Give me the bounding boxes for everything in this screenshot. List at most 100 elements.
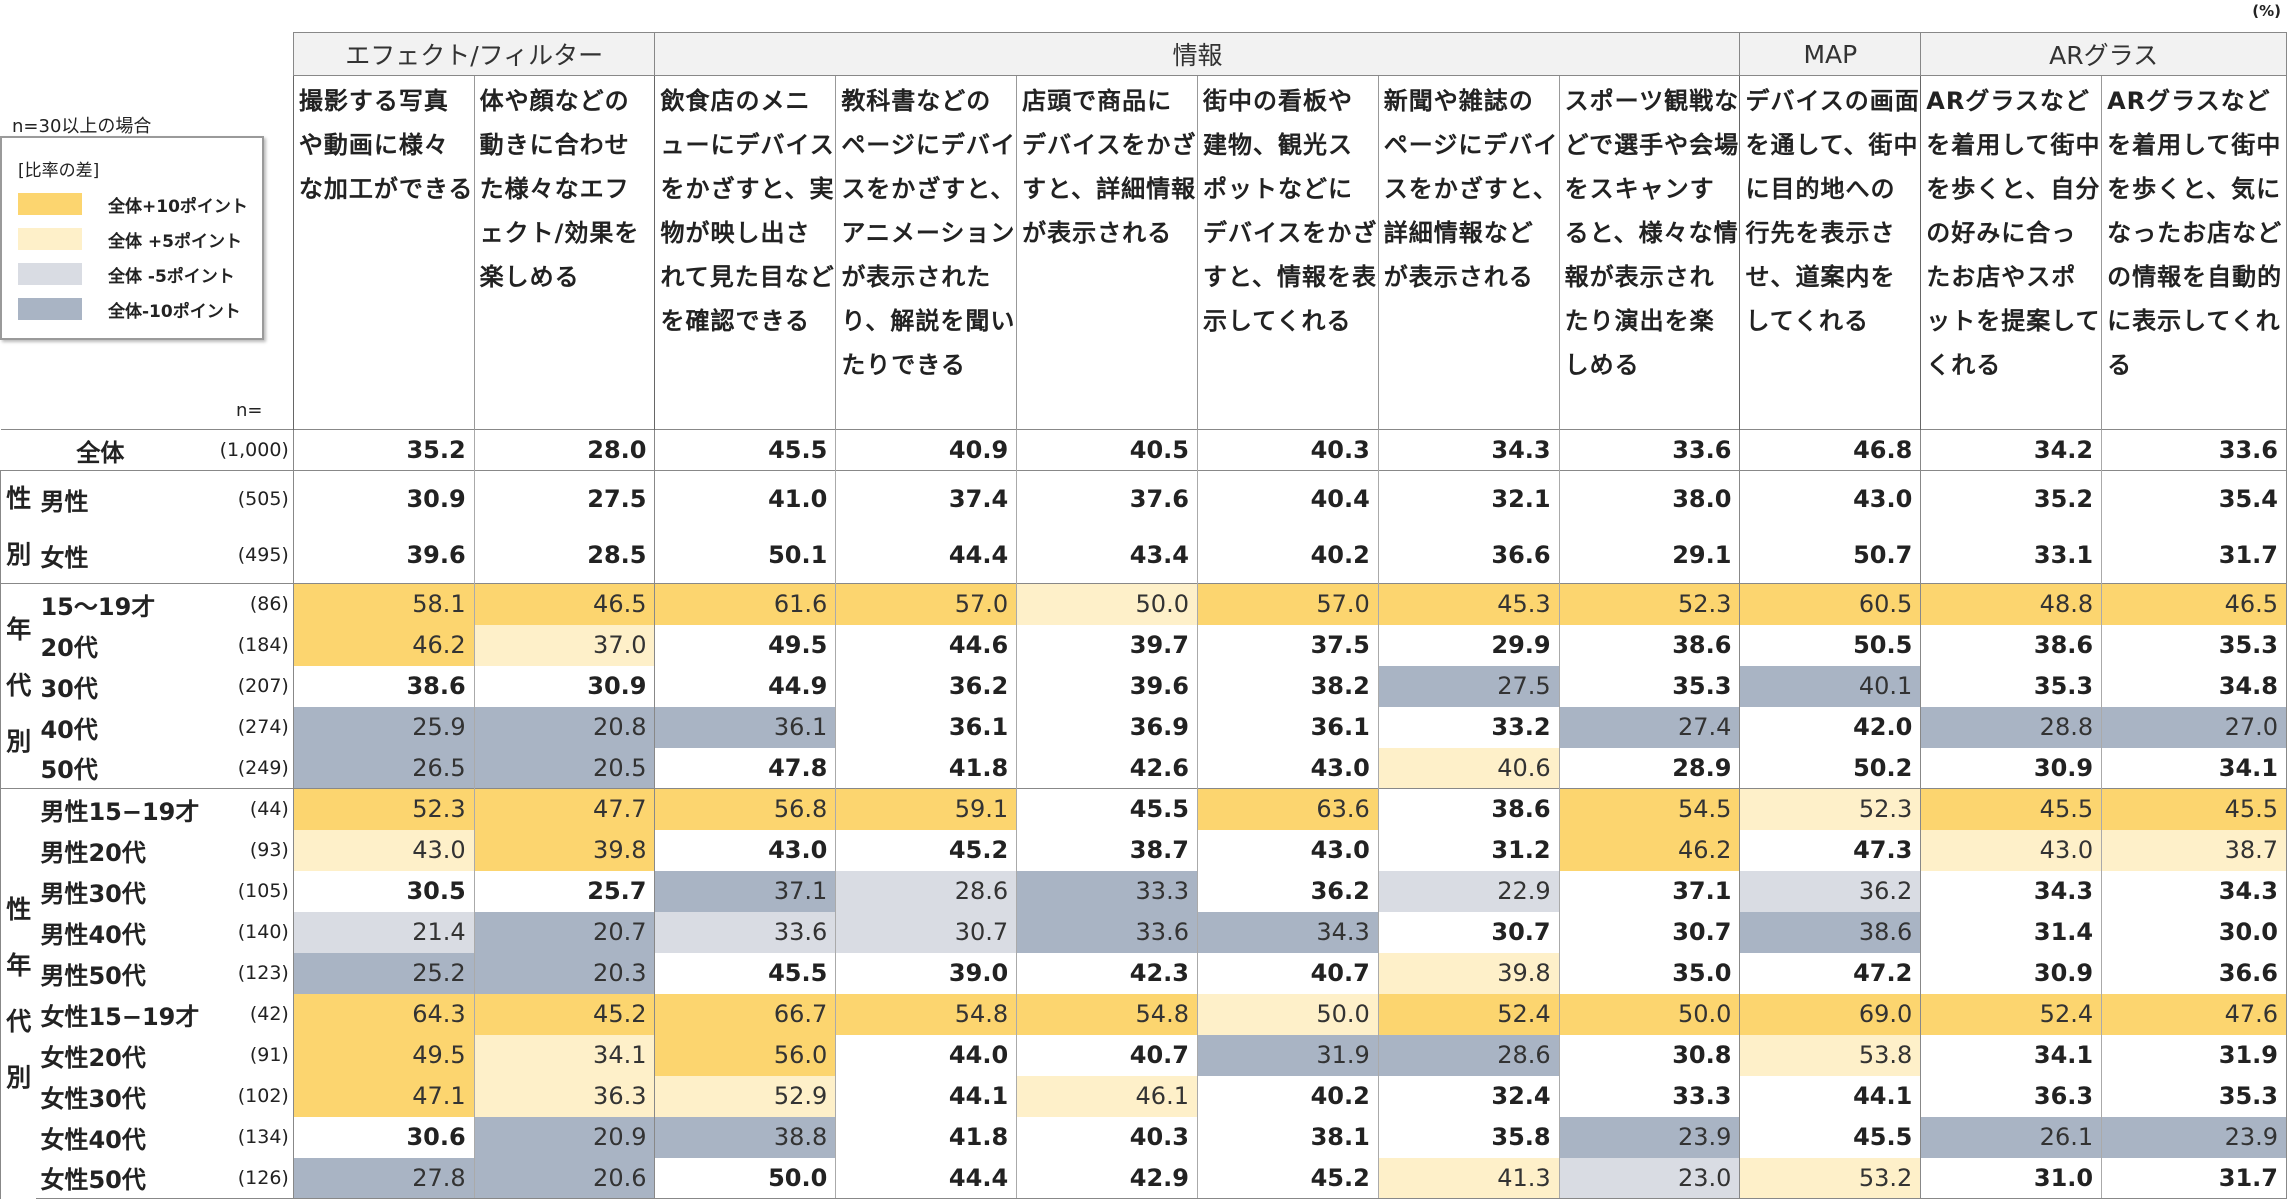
value-cell: 34.1 [2101,747,2287,789]
value-cell: 30.7 [1558,911,1740,953]
value-cell: 49.5 [654,624,836,666]
value-cell: 40.9 [835,429,1017,471]
value-cell: 52.4 [1920,993,2102,1035]
value-cell: 35.0 [1558,952,1740,994]
value-cell: 35.2 [1920,470,2102,527]
value-cell: 46.5 [2101,583,2287,625]
value-cell: 28.6 [835,870,1017,912]
value-cell: 36.2 [1196,870,1379,912]
value-cell: 52.3 [292,788,475,830]
value-cell: 38.6 [1739,911,1921,953]
value-cell: 28.8 [1920,706,2102,748]
legend-item-minus5: 全体 -5ポイント [18,262,235,287]
value-cell: 38.8 [654,1116,836,1158]
value-cell: 50.5 [1739,624,1921,666]
value-cell: 49.5 [292,1034,475,1076]
value-cell: 56.0 [654,1034,836,1076]
value-cell: 45.5 [654,429,836,471]
value-cell: 32.4 [1377,1075,1560,1117]
value-cell: 25.7 [473,870,655,912]
value-cell: 63.6 [1196,788,1379,830]
legend-item-plus10: 全体+10ポイント [18,192,248,217]
row-label: 女性40代 [40,1125,146,1154]
value-cell: 33.6 [654,911,836,953]
value-cell: 45.2 [835,829,1017,871]
value-cell: 45.5 [1016,788,1198,830]
row-label: 男性20代 [40,838,146,867]
value-cell: 50.0 [654,1157,836,1199]
table-row: 女性40代 (134) 30.6 20.9 38.8 41.8 40.3 38.1 35.8 23… [1,1116,2287,1158]
column-header: 店頭で商品にデバイスをかざすと、詳細情報が表示される [1016,75,1198,430]
value-cell: 30.6 [292,1116,475,1158]
value-cell: 43.0 [1196,747,1379,789]
value-cell: 23.9 [2101,1116,2287,1158]
value-cell: 20.8 [473,706,655,748]
value-cell: 36.6 [2101,952,2287,994]
legend-item-plus5: 全体 +5ポイント [18,227,242,252]
sample-size: (495) [237,544,289,566]
table-row: 男性20代 (93) 43.0 39.8 43.0 45.2 38.7 43.0 31.2 46.… [1,829,2287,871]
table-row: 40代 (274) 25.9 20.8 36.1 36.1 36.9 36.1 33.2 27.4… [1,706,2287,748]
value-cell: 43.0 [292,829,475,871]
row-label: 女性 [40,543,89,572]
value-cell: 37.1 [654,870,836,912]
value-cell: 34.3 [2101,870,2287,912]
value-cell: 45.5 [2101,788,2287,830]
sample-size: (249) [237,756,289,779]
value-cell: 28.0 [473,429,655,471]
value-cell: 40.6 [1377,747,1560,789]
row-label: 男性30代 [40,879,146,908]
value-cell: 36.6 [1377,527,1560,584]
value-cell: 25.2 [292,952,475,994]
row-group-label: 性別 [0,470,37,584]
value-cell: 35.2 [292,429,475,471]
table-row: 男性40代 (140) 21.4 20.7 33.6 30.7 33.6 34.3 30.7 30… [1,911,2287,953]
value-cell: 41.8 [835,1116,1017,1158]
value-cell: 44.4 [835,527,1017,584]
value-cell: 30.5 [292,870,475,912]
legend-item-minus10: 全体-10ポイント [18,297,241,322]
value-cell: 52.9 [654,1075,836,1117]
value-cell: 20.3 [473,952,655,994]
legend-swatch [18,298,82,320]
value-cell: 40.4 [1196,470,1379,527]
data-table: エフェクト/フィルター 情報 MAP ARグラス 撮影する写真や動画に様々な加工ができ… [0,32,2287,1199]
value-cell: 36.3 [1920,1075,2102,1117]
value-cell: 46.8 [1739,429,1921,471]
value-cell: 44.4 [835,1157,1017,1199]
value-cell: 25.9 [292,706,475,748]
value-cell: 34.8 [2101,665,2287,707]
value-cell: 20.6 [473,1157,655,1199]
row-label: 50代 [40,756,98,785]
value-cell: 40.1 [1739,665,1921,707]
value-cell: 58.1 [292,583,475,625]
sample-size: (42) [249,1003,289,1025]
row-label: 女性15−19才 [40,1002,200,1031]
legend-label: 全体 +5ポイント [108,231,242,252]
value-cell: 33.3 [1016,870,1198,912]
sample-size: (505) [208,470,294,527]
value-cell: 45.3 [1377,583,1560,625]
row-label: 全体 [0,429,209,471]
value-cell: 27.0 [2101,706,2287,748]
value-cell: 21.4 [292,911,475,953]
value-cell: 33.3 [1558,1075,1740,1117]
value-cell: 26.5 [292,747,475,789]
value-cell: 20.9 [473,1116,655,1158]
value-cell: 28.6 [1377,1034,1560,1076]
row-group-label: 性年代別 [0,788,37,1199]
sample-size: (274) [237,716,289,738]
value-cell: 52.4 [1377,993,1560,1035]
value-cell: 38.6 [1920,624,2102,666]
value-cell: 44.1 [835,1075,1017,1117]
value-cell: 42.6 [1016,747,1198,789]
value-cell: 45.2 [1196,1157,1379,1199]
table-row: 男性30代 (105) 30.5 25.7 37.1 28.6 33.3 36.2 22.9 37… [1,870,2287,912]
table-row: 性別 男性 (505) 30.9 27.5 41.0 37.4 37.6 40.4 32.1 38.… [0,470,2287,584]
value-cell: 40.2 [1196,1075,1379,1117]
value-cell: 44.1 [1739,1075,1921,1117]
value-cell: 50.0 [1196,993,1379,1035]
value-cell: 34.1 [1920,1034,2102,1076]
value-cell: 45.2 [473,993,655,1035]
value-cell: 37.0 [473,624,655,666]
